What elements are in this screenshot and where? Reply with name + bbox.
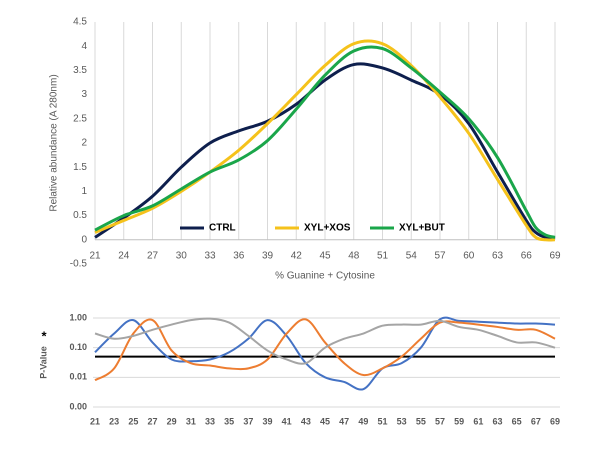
x-tick-label: 57 (434, 250, 446, 261)
y-tick-label: 1.5 (73, 162, 87, 173)
legend-label: CTRL (209, 223, 236, 234)
x-tick-label: 24 (118, 250, 130, 261)
x-tick-label: 39 (262, 250, 274, 261)
y-axis-title: P-Value (38, 346, 48, 379)
x-tick-label: 51 (377, 416, 387, 426)
x-tick-label: 47 (339, 416, 349, 426)
x-tick-label: 60 (463, 250, 475, 261)
x-tick-label: 59 (454, 416, 464, 426)
x-tick-label: 42 (291, 250, 303, 261)
y-tick-label: 4 (81, 41, 87, 52)
series-line (94, 45, 556, 239)
series-line (94, 316, 556, 391)
x-tick-label: 65 (512, 416, 522, 426)
y-tick-label: 2 (81, 138, 87, 149)
x-tick-label: 23 (109, 416, 119, 426)
series-line (94, 317, 556, 365)
x-tick-label: 45 (320, 416, 330, 426)
y-axis-title: Relative abundance (A 280nm) (49, 74, 60, 211)
legend-label: XYL+BUT (399, 223, 445, 234)
y-tick-label: 1.00 (69, 312, 87, 322)
x-tick-label: 67 (531, 416, 541, 426)
y-tick-label: 2.5 (73, 113, 87, 124)
x-tick-label: 36 (233, 250, 245, 261)
y-tick-label: -0.5 (70, 259, 88, 270)
x-axis-title: % Guanine + Cytosine (275, 271, 375, 282)
annotation: * (41, 328, 47, 343)
x-tick-label: 55 (416, 416, 426, 426)
x-tick-label: 29 (167, 416, 177, 426)
x-tick-label: 33 (205, 416, 215, 426)
x-tick-label: 30 (176, 250, 188, 261)
series-line (94, 39, 556, 242)
x-tick-label: 21 (90, 416, 100, 426)
x-tick-label: 63 (492, 416, 502, 426)
x-tick-label: 39 (262, 416, 272, 426)
x-tick-label: 33 (204, 250, 216, 261)
x-tick-label: 53 (397, 416, 407, 426)
series-line (94, 318, 556, 382)
x-tick-label: 69 (549, 250, 561, 261)
y-tick-label: 0.00 (69, 401, 87, 411)
x-tick-label: 25 (128, 416, 138, 426)
y-tick-label: 4.5 (73, 17, 87, 28)
x-tick-label: 45 (319, 250, 331, 261)
x-tick-label: 57 (435, 416, 445, 426)
x-tick-label: 48 (348, 250, 360, 261)
y-tick-label: 0.10 (69, 342, 87, 352)
x-tick-label: 27 (147, 250, 159, 261)
x-tick-label: 63 (492, 250, 504, 261)
x-tick-label: 31 (186, 416, 196, 426)
x-tick-label: 37 (243, 416, 253, 426)
y-tick-label: 1 (81, 186, 87, 197)
y-tick-label: 3.5 (73, 65, 87, 76)
x-tick-label: 61 (473, 416, 483, 426)
x-tick-label: 41 (282, 416, 292, 426)
y-tick-label: 0.5 (73, 210, 87, 221)
legend-label: XYL+XOS (304, 223, 351, 234)
x-tick-label: 27 (147, 416, 157, 426)
series-line (94, 62, 556, 241)
x-tick-label: 43 (301, 416, 311, 426)
x-tick-label: 35 (224, 416, 234, 426)
x-tick-label: 49 (358, 416, 368, 426)
y-tick-label: 3 (81, 89, 87, 100)
x-tick-label: 54 (406, 250, 418, 261)
x-tick-label: 66 (521, 250, 533, 261)
x-tick-label: 69 (550, 416, 560, 426)
y-tick-label: 0.01 (69, 372, 87, 382)
x-tick-label: 21 (89, 250, 101, 261)
x-tick-label: 51 (377, 250, 389, 261)
y-tick-label: 0 (81, 234, 87, 245)
